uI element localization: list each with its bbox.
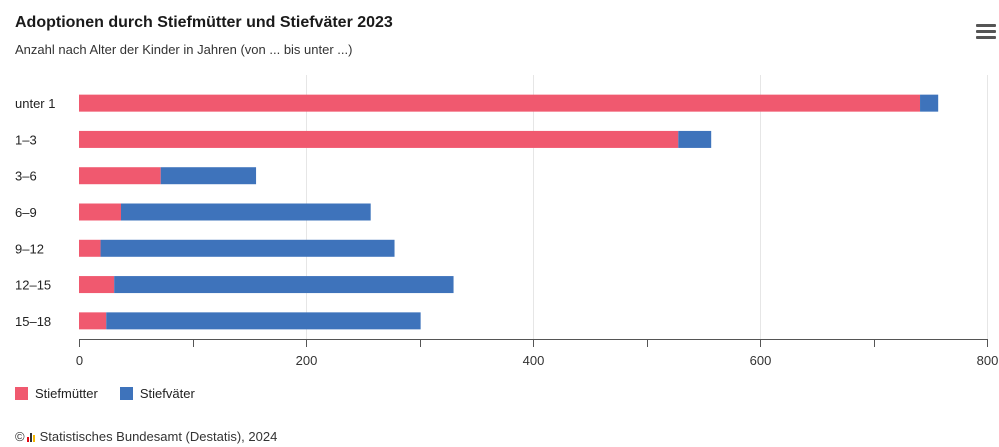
bar-stiefmuetter[interactable] — [79, 94, 921, 112]
legend-label-stiefmuetter: Stiefmütter — [35, 386, 98, 401]
x-tick-label: 0 — [76, 353, 83, 368]
x-tick-label: 400 — [523, 353, 545, 368]
chart-subtitle: Anzahl nach Alter der Kinder in Jahren (… — [15, 42, 353, 57]
y-category-label: unter 1 — [15, 96, 55, 111]
y-category-label: 1–3 — [15, 132, 37, 147]
y-category-label: 3–6 — [15, 169, 37, 184]
x-tick-label: 800 — [977, 353, 999, 368]
x-tick-label: 600 — [750, 353, 772, 368]
credits-text[interactable]: Statistisches Bundesamt (Destatis), 2024 — [39, 429, 278, 444]
bar-stiefvaeter[interactable] — [920, 94, 939, 112]
legend-item-stiefvaeter[interactable]: Stiefväter — [119, 386, 195, 401]
bar-stiefvaeter[interactable] — [120, 203, 371, 221]
destatis-logo-icon — [26, 432, 36, 442]
y-category-label: 9–12 — [15, 241, 44, 256]
bar-chart: 0 200 400 600 800 unter 1 1–3 3–6 6–9 9–12 12–15 15… — [15, 75, 999, 368]
bar-stiefmuetter[interactable] — [79, 276, 115, 294]
bar-stiefmuetter[interactable] — [79, 312, 107, 330]
credits: © Statistisches Bundesamt (Destatis), 20… — [15, 429, 277, 444]
bar-stiefvaeter[interactable] — [678, 130, 712, 148]
chart-legend: Stiefmütter Stiefväter — [15, 386, 217, 401]
legend-swatch-stiefvaeter — [119, 387, 133, 400]
hamburger-menu-icon[interactable] — [976, 24, 996, 40]
bar-stiefvaeter[interactable] — [100, 239, 395, 257]
y-category-label: 15–18 — [15, 314, 51, 329]
chart-title: Adoptionen durch Stiefmütter und Stiefvä… — [15, 14, 393, 31]
bar-stiefmuetter[interactable] — [79, 130, 679, 148]
legend-label-stiefvaeter: Stiefväter — [139, 386, 195, 401]
bar-stiefvaeter[interactable] — [160, 167, 257, 185]
legend-swatch-stiefmuetter — [15, 387, 28, 400]
bar-stiefmuetter[interactable] — [79, 239, 101, 257]
copyright-symbol: © — [15, 429, 25, 444]
bar-stiefvaeter[interactable] — [106, 312, 421, 330]
bar-stiefvaeter[interactable] — [114, 276, 454, 294]
x-tick-label: 200 — [296, 353, 318, 368]
bar-stiefmuetter[interactable] — [79, 203, 121, 221]
y-category-label: 12–15 — [15, 278, 51, 293]
bar-stiefmuetter[interactable] — [79, 167, 161, 185]
y-category-label: 6–9 — [15, 205, 37, 220]
legend-item-stiefmuetter[interactable]: Stiefmütter — [15, 386, 98, 401]
